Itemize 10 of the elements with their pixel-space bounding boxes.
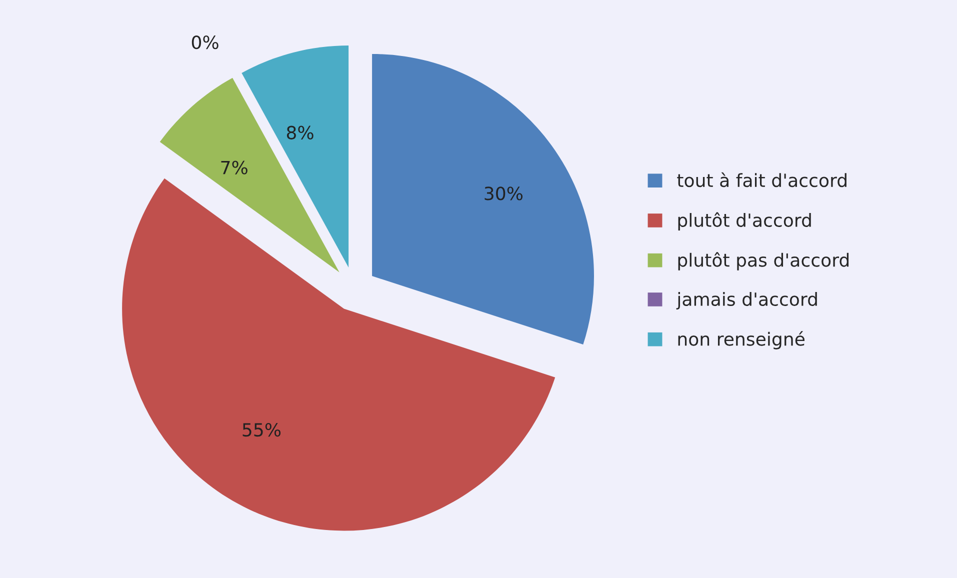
legend-label: tout à fait d'accord [677,172,846,188]
legend-label: jamais d'accord [676,292,817,310]
data-label: 7% [221,160,248,174]
data-label: 8% [286,126,314,140]
text: 0% [192,36,218,50]
legend-label: plutôt d'accord [678,212,811,230]
data-label: 55% [242,422,281,437]
data-label: 30% [484,186,523,200]
legend-label: non renseigné [678,331,804,350]
legend-label: plutôt pas d'accord [678,252,849,270]
